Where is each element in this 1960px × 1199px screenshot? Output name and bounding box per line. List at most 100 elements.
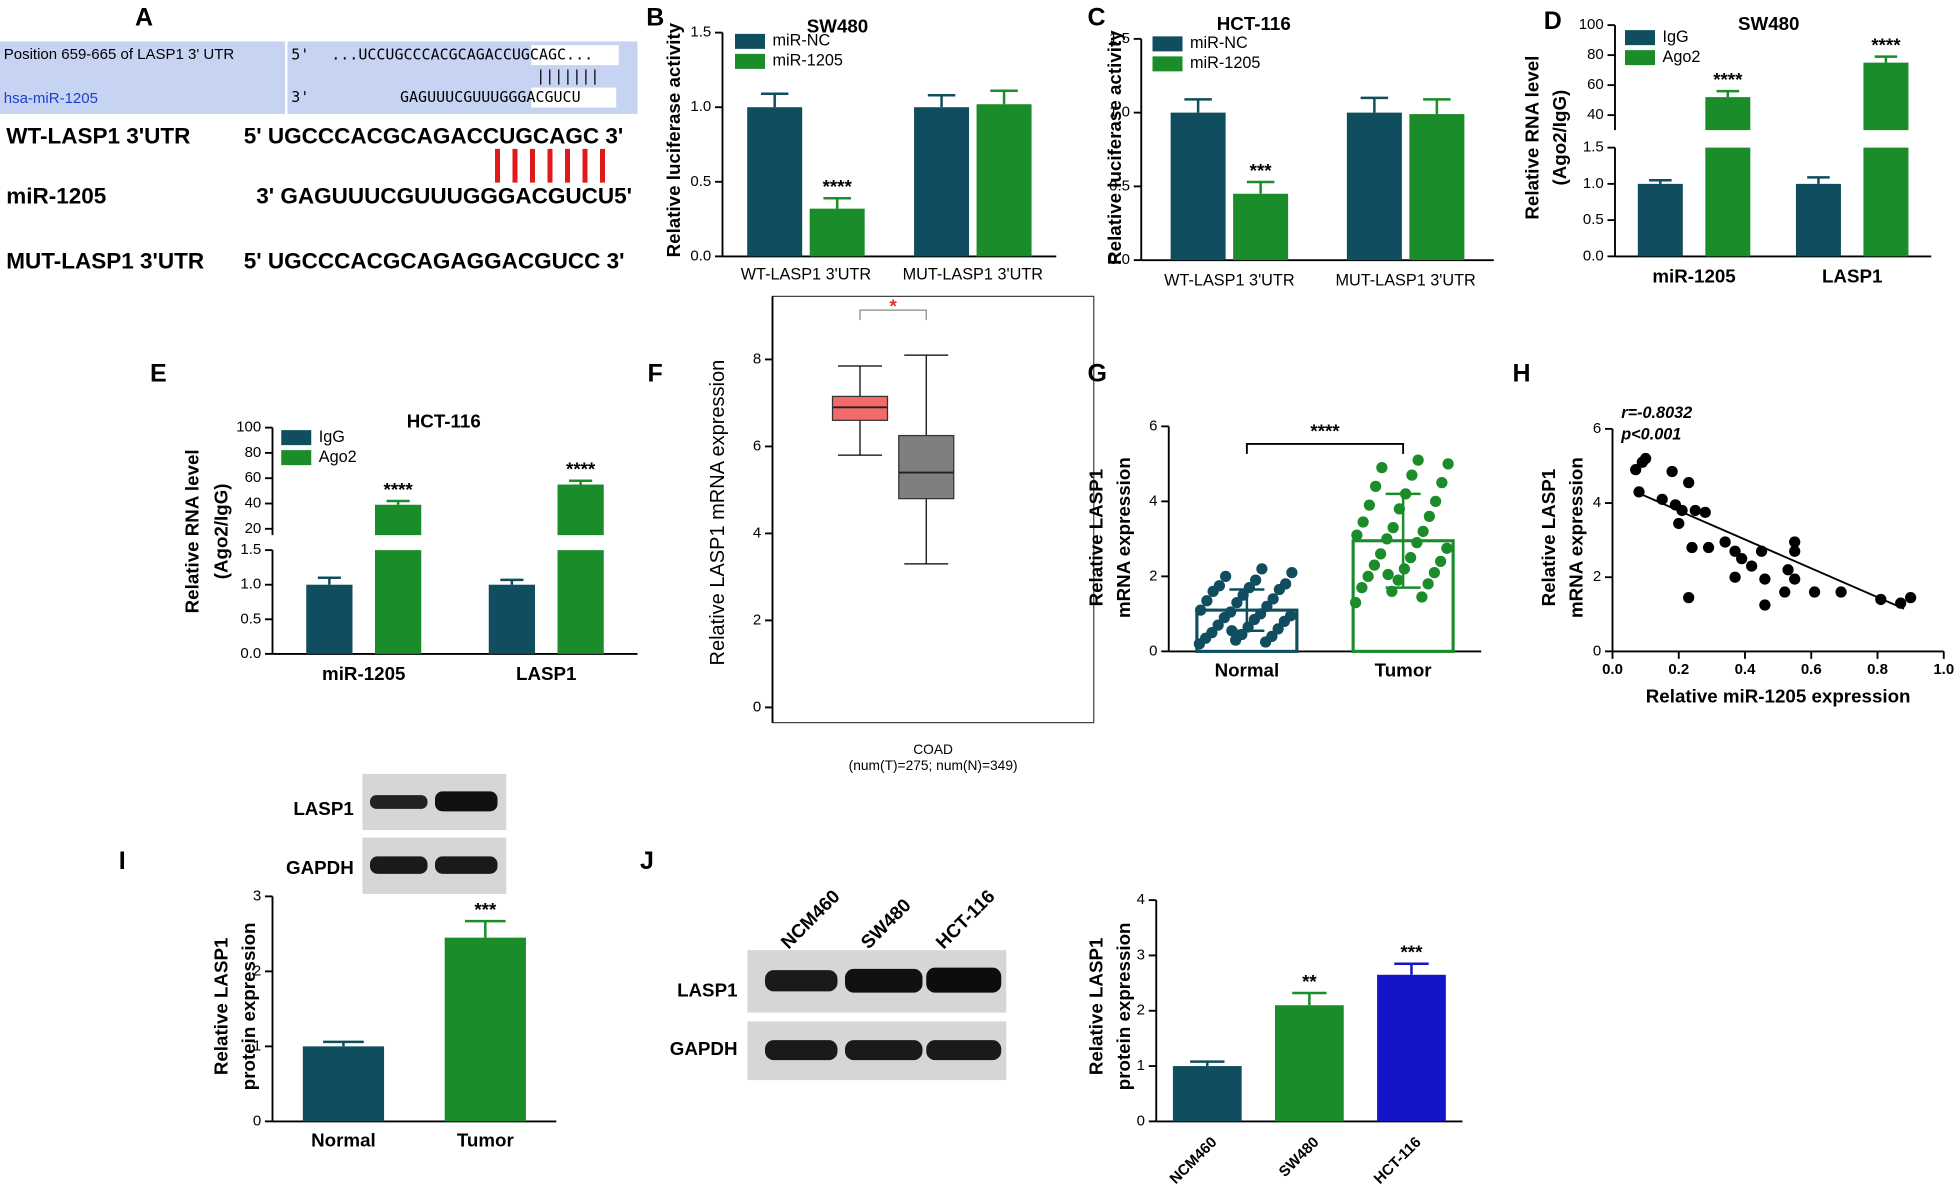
x-tick-label: NCM460 bbox=[1167, 1134, 1221, 1188]
legend-swatch bbox=[1152, 36, 1183, 52]
x-tick-label: 0.2 bbox=[1668, 661, 1689, 678]
pairing-lines bbox=[495, 148, 605, 183]
utr-sequence: ...UCCUGCCCACGCAGACCUGCAGC... bbox=[331, 46, 593, 64]
annotation: r=-0.8032 bbox=[1621, 404, 1692, 422]
data-point bbox=[1242, 621, 1254, 633]
blot-label: LASP1 bbox=[677, 979, 737, 1000]
legend-label: miR-NC bbox=[773, 32, 831, 50]
data-point bbox=[1350, 597, 1362, 609]
legend-swatch bbox=[735, 53, 765, 69]
row-label: WT-LASP1 3'UTR bbox=[6, 124, 190, 149]
y-tick-label: 1.0 bbox=[1583, 175, 1604, 192]
y-tick-label: 6 bbox=[753, 437, 761, 454]
significance: * bbox=[889, 296, 897, 317]
data-point bbox=[1417, 525, 1429, 537]
y-axis-label: Relative LASP1 bbox=[210, 938, 231, 1076]
y-tick-label: 80 bbox=[1587, 46, 1604, 63]
bar bbox=[1637, 183, 1683, 257]
bar bbox=[306, 584, 353, 654]
y-tick-label: 0.0 bbox=[1583, 247, 1604, 264]
x-tick-label: Tumor bbox=[1375, 659, 1433, 680]
significance: **** bbox=[1713, 69, 1743, 90]
y-tick-label: 0 bbox=[1593, 642, 1601, 659]
mirna-label: hsa-miR-1205 bbox=[4, 90, 98, 107]
data-point bbox=[1368, 559, 1380, 571]
data-point bbox=[1285, 610, 1297, 622]
legend-swatch bbox=[281, 450, 312, 466]
bar bbox=[1863, 62, 1909, 131]
data-point bbox=[1673, 517, 1685, 530]
x-tick-label: 0.8 bbox=[1867, 661, 1888, 678]
panel-label: F bbox=[648, 360, 663, 388]
x-tick-label: Tumor bbox=[457, 1129, 515, 1150]
legend-label: IgG bbox=[1663, 28, 1689, 46]
data-point bbox=[1759, 573, 1771, 585]
bar bbox=[976, 104, 1032, 257]
mirna-end: 3' bbox=[291, 88, 309, 106]
data-point bbox=[1213, 580, 1225, 592]
data-point bbox=[1237, 589, 1249, 601]
data-point bbox=[1436, 477, 1448, 489]
x-tick-label: HCT-116 bbox=[1371, 1134, 1425, 1188]
x-tick-label: 1.0 bbox=[1933, 661, 1954, 678]
x-tick-label: LASP1 bbox=[516, 663, 576, 684]
significance: *** bbox=[1401, 942, 1424, 963]
data-point bbox=[1250, 574, 1262, 586]
y-tick-label: 1.0 bbox=[690, 98, 711, 115]
data-point bbox=[1280, 578, 1292, 590]
data-point bbox=[1406, 469, 1418, 481]
data-point bbox=[1835, 586, 1847, 598]
data-point bbox=[1699, 506, 1711, 518]
lane-label: SW480 bbox=[856, 894, 914, 952]
x-axis-label: COAD bbox=[913, 742, 953, 757]
header-box bbox=[0, 41, 285, 114]
bar bbox=[809, 208, 865, 257]
y-axis-label: Relative LASP1 bbox=[1538, 469, 1559, 607]
bar bbox=[1346, 112, 1402, 261]
y-tick-label: 0.0 bbox=[1109, 251, 1130, 268]
data-point bbox=[1286, 567, 1298, 579]
bar bbox=[1275, 1005, 1344, 1122]
data-point bbox=[1782, 564, 1794, 576]
y-axis-label: Relative LASP1 bbox=[1085, 938, 1106, 1076]
lane-label: NCM460 bbox=[776, 886, 843, 953]
data-point bbox=[1351, 529, 1363, 541]
y-tick-label: 0.5 bbox=[690, 173, 711, 190]
y-tick-label: 2 bbox=[253, 962, 261, 979]
x-tick-label: MUT-LASP1 3'UTR bbox=[1335, 272, 1475, 290]
data-point bbox=[1381, 533, 1393, 545]
panel-label: D bbox=[1544, 7, 1562, 35]
data-point bbox=[1220, 570, 1232, 582]
data-point bbox=[1212, 619, 1224, 631]
row-sequence: 3' GAGUUUCGUUUGGGACGUCU5' bbox=[256, 184, 632, 209]
significance: **** bbox=[384, 479, 414, 500]
trend-line bbox=[1635, 491, 1905, 610]
x-tick-label: MUT-LASP1 3'UTR bbox=[903, 265, 1043, 283]
y-tick-label: 6 bbox=[1149, 417, 1157, 434]
panel-label: A bbox=[135, 3, 153, 31]
data-point bbox=[1689, 504, 1701, 517]
bar bbox=[375, 504, 422, 536]
data-point bbox=[1398, 563, 1410, 575]
y-tick-label: 2 bbox=[753, 611, 761, 628]
western-blot bbox=[362, 773, 507, 894]
panel-label: H bbox=[1513, 360, 1531, 388]
y-tick-label: 0 bbox=[1149, 642, 1157, 659]
data-point bbox=[1905, 591, 1917, 604]
x-tick-label: 0.4 bbox=[1735, 661, 1757, 678]
y-axis-label: Relative RNA level bbox=[182, 449, 203, 613]
alignment-panel: A Position 659-665 of LASP1 3' UTR 5' ..… bbox=[0, 3, 638, 274]
data-point bbox=[1267, 593, 1279, 605]
chart-title: HCT-116 bbox=[407, 411, 481, 432]
y-tick-label: 1.5 bbox=[690, 24, 711, 41]
data-point bbox=[1370, 480, 1382, 492]
data-point bbox=[1362, 570, 1374, 582]
mirna-sequence: GAGUUUCGUUUGGGACGUCU bbox=[400, 88, 581, 106]
data-point bbox=[1243, 582, 1255, 594]
y-tick-label: 4 bbox=[1593, 494, 1601, 511]
data-point bbox=[1428, 567, 1440, 579]
data-point bbox=[1356, 582, 1368, 594]
legend-swatch bbox=[1152, 56, 1183, 72]
significance-bracket bbox=[1245, 442, 1405, 454]
